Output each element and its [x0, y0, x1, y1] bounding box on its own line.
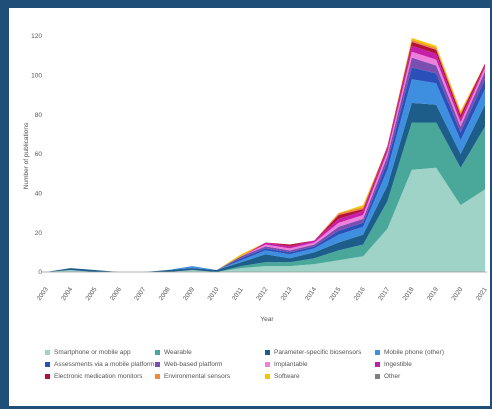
legend-swatch — [45, 350, 50, 355]
y-tick-label: 80 — [35, 112, 43, 119]
legend-item: Implantable — [265, 361, 375, 368]
chart-card: 0 20 40 60 80 100 120 2003 2004 2005 2006 2007 2008… — [9, 8, 490, 406]
x-tick-label: 2004 — [60, 286, 74, 302]
legend-item: Ingestible — [375, 361, 485, 368]
x-tick-label: 2006 — [109, 286, 123, 302]
x-tick-label: 2013 — [280, 286, 294, 302]
x-tick-label: 2021 — [475, 286, 489, 302]
legend-label: Software — [274, 373, 300, 380]
legend-item: Assessments via a mobile platform — [45, 361, 155, 368]
area-series-0 — [46, 167, 485, 272]
area-series-7 — [46, 45, 485, 272]
legend-swatch — [45, 362, 50, 367]
legend-label: Electronic medication monitors — [54, 373, 143, 380]
y-tick-label: 120 — [31, 33, 42, 40]
legend-swatch — [155, 374, 160, 379]
y-tick-label: 0 — [38, 269, 42, 276]
legend-swatch — [375, 350, 380, 355]
x-tick-labels: 2003 2004 2005 2006 2007 2008 2009 2010 2011 2012… — [36, 286, 489, 302]
legend-swatch — [45, 374, 50, 379]
x-tick-label: 2009 — [182, 286, 196, 302]
y-tick-labels: 0 20 40 60 80 100 120 — [31, 33, 42, 276]
legend-swatch — [155, 350, 160, 355]
legend-item: Wearable — [155, 349, 265, 356]
x-tick-label: 2011 — [231, 286, 245, 302]
legend-label: Ingestible — [384, 361, 412, 368]
legend-item: Smartphone or mobile app — [45, 349, 155, 356]
legend-label: Parameter-specific biosensors — [274, 349, 362, 356]
area-series-3 — [46, 79, 485, 272]
legend-item: Other — [375, 373, 485, 380]
y-axis-title: Number of publications — [23, 122, 30, 189]
legend-label: Smartphone or mobile app — [54, 349, 131, 356]
chart-legend: Smartphone or mobile app Wearable Paramete… — [45, 349, 485, 380]
x-tick-label: 2017 — [377, 286, 391, 302]
y-tick-label: 60 — [35, 151, 43, 158]
legend-swatch — [155, 362, 160, 367]
legend-item: Electronic medication monitors — [45, 373, 155, 380]
x-tick-label: 2012 — [255, 286, 269, 302]
legend-item: Environmental sensors — [155, 373, 265, 380]
legend-label: Mobile phone (other) — [384, 349, 444, 356]
y-tick-label: 100 — [31, 73, 42, 80]
x-tick-label: 2003 — [36, 286, 50, 302]
legend-item: Web-based platform — [155, 361, 265, 368]
x-tick-label: 2007 — [133, 286, 147, 302]
x-tick-label: 2005 — [85, 286, 99, 302]
x-tick-label: 2018 — [402, 286, 416, 302]
x-tick-label: 2016 — [353, 286, 367, 302]
x-axis-title: Year — [260, 316, 274, 323]
y-tick-label: 40 — [35, 191, 43, 198]
legend-item: Mobile phone (other) — [375, 349, 485, 356]
x-tick-label: 2008 — [158, 286, 172, 302]
y-tick-label: 20 — [35, 230, 43, 237]
x-tick-label: 2019 — [426, 286, 440, 302]
legend-label: Implantable — [274, 361, 308, 368]
x-tick-label: 2014 — [304, 286, 318, 302]
x-tick-label: 2010 — [206, 286, 220, 302]
legend-label: Assessments via a mobile platform — [54, 361, 155, 368]
legend-label: Environmental sensors — [164, 373, 231, 380]
legend-item: Parameter-specific biosensors — [265, 349, 375, 356]
x-tick-label: 2015 — [328, 286, 342, 302]
legend-item: Software — [265, 373, 375, 380]
area-series-8 — [46, 41, 485, 273]
legend-label: Other — [384, 373, 401, 380]
area-series-5 — [46, 57, 485, 272]
area-series-4 — [46, 67, 485, 272]
legend-swatch — [265, 350, 270, 355]
stacked-area-chart: 0 20 40 60 80 100 120 2003 2004 2005 2006 2007 2008… — [23, 33, 489, 323]
area-series-6 — [46, 51, 485, 273]
legend-swatch — [375, 374, 380, 379]
legend-label: Wearable — [164, 349, 192, 356]
legend-swatch — [265, 374, 270, 379]
legend-label: Web-based platform — [164, 361, 223, 368]
x-tick-label: 2020 — [450, 286, 464, 302]
series-areas — [46, 38, 485, 273]
area-series-2 — [46, 102, 485, 273]
area-series-1 — [46, 122, 485, 272]
legend-swatch — [375, 362, 380, 367]
legend-swatch — [265, 362, 270, 367]
